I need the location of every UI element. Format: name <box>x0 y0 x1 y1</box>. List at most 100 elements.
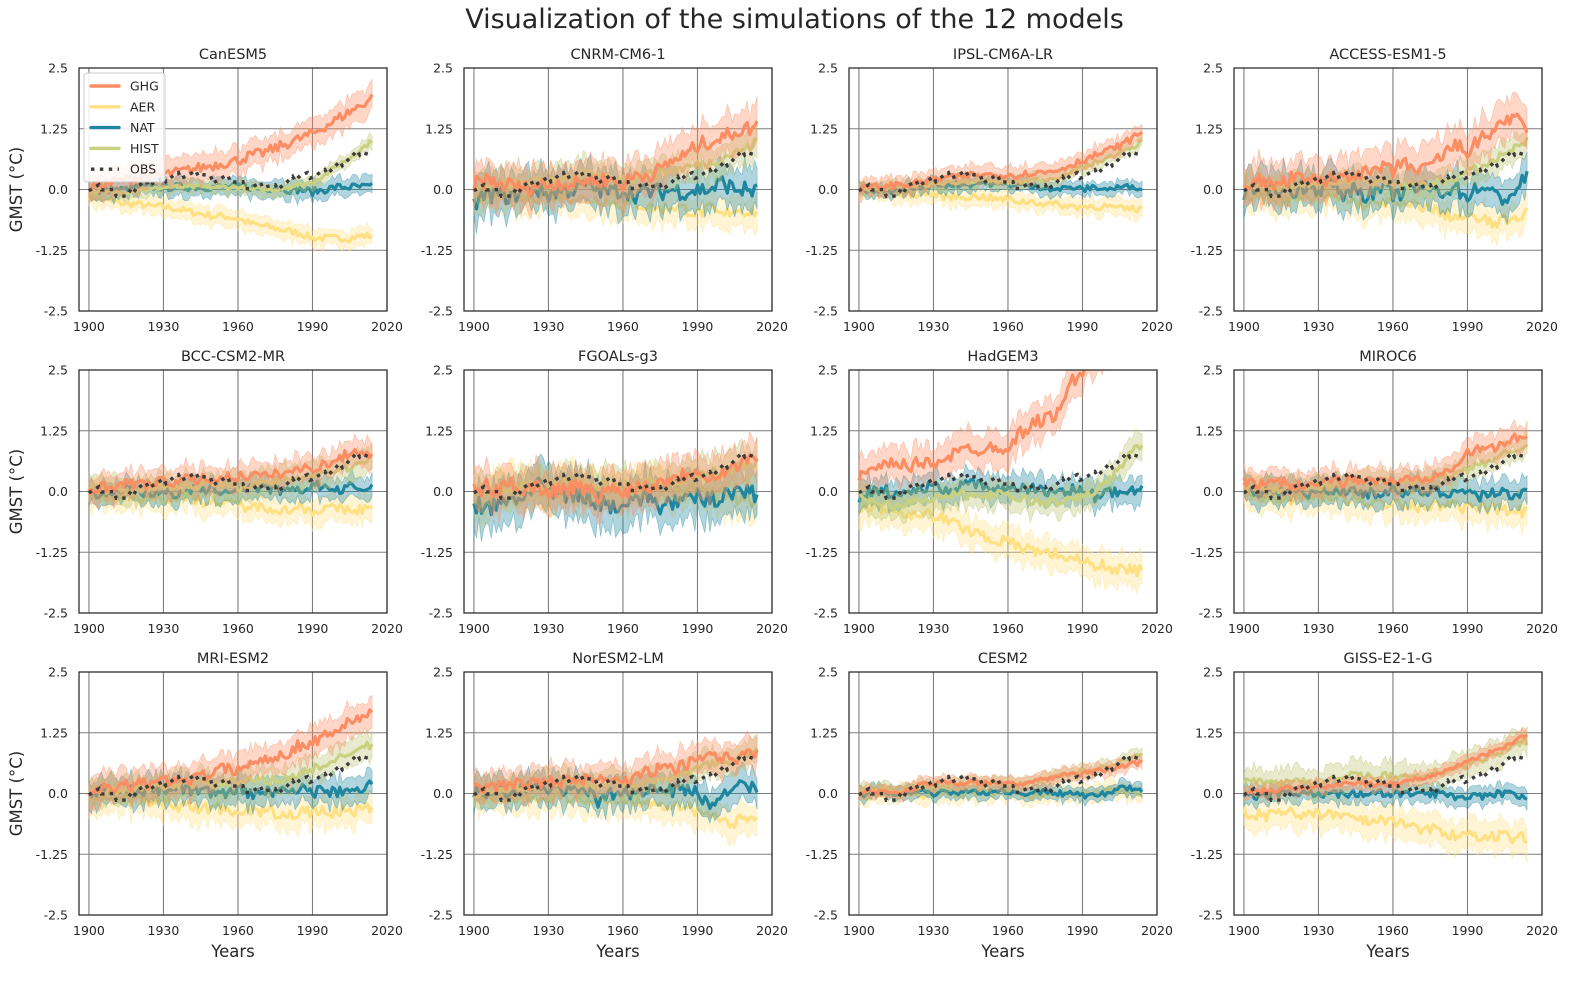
y-tick-label: -1.25 <box>421 847 453 862</box>
y-tick-label: 1.25 <box>40 725 68 740</box>
x-tick-label: 1960 <box>222 923 254 938</box>
line-aer <box>87 487 373 517</box>
y-tick-label: 2.5 <box>48 665 68 680</box>
line-obs <box>858 449 1143 501</box>
x-tick-label: 1930 <box>148 621 180 636</box>
plot-area <box>87 695 374 839</box>
panel-cnrm-cm6-1: 1900 1930 1960 1990 2020 2.5 1.25 0.0 -1.25 -2.5 C… <box>421 47 788 334</box>
x-tick-label: 1930 <box>533 319 565 334</box>
band-ghg <box>858 123 1143 203</box>
x-tick-label: 1960 <box>1377 923 1409 938</box>
y-axis-label: GMST (°C) <box>7 147 26 232</box>
x-tick-label: 1900 <box>843 621 875 636</box>
line-obs <box>473 751 758 803</box>
x-tick-label: 1930 <box>918 621 950 636</box>
line-nat <box>472 476 759 517</box>
x-axis-label: Years <box>980 942 1025 961</box>
line-ghg <box>87 708 374 797</box>
x-tick-label: 1900 <box>458 621 490 636</box>
y-tick-label: -2.5 <box>429 908 453 923</box>
x-tick-label: 1990 <box>682 621 714 636</box>
line-obs <box>858 751 1143 803</box>
y-tick-label: -1.25 <box>36 847 68 862</box>
x-tick-label: 1960 <box>992 319 1024 334</box>
y-tick-label: 2.5 <box>818 363 838 378</box>
x-tick-label: 1930 <box>148 923 180 938</box>
y-tick-label: 2.5 <box>433 61 453 76</box>
y-tick-label: 1.25 <box>425 121 453 136</box>
line-obs <box>1243 449 1528 501</box>
line-obs <box>88 449 373 501</box>
y-tick-label: 1.25 <box>810 121 838 136</box>
line-obs <box>858 147 1143 199</box>
band-hist <box>1243 127 1528 209</box>
y-tick-label: 0.0 <box>1203 484 1223 499</box>
x-tick-label: 1900 <box>73 621 105 636</box>
line-aer <box>858 501 1144 578</box>
y-tick-label: -1.25 <box>806 243 838 258</box>
x-tick-label: 1900 <box>1228 923 1260 938</box>
y-tick-label: 0.0 <box>433 786 453 801</box>
x-tick-label: 1990 <box>682 319 714 334</box>
y-tick-label: 0.0 <box>48 182 68 197</box>
x-tick-label: 2020 <box>756 923 788 938</box>
x-tick-label: 1960 <box>222 621 254 636</box>
line-ghg <box>1243 733 1529 796</box>
y-tick-label: -1.25 <box>36 243 68 258</box>
axes-frame <box>78 369 388 614</box>
x-tick-label: 2020 <box>371 621 403 636</box>
y-tick-label: -2.5 <box>814 606 838 621</box>
y-tick-label: -1.25 <box>1191 847 1223 862</box>
x-tick-label: 1960 <box>992 923 1024 938</box>
y-tick-label: 2.5 <box>433 665 453 680</box>
figure-title: Visualization of the simulations of the … <box>465 4 1124 35</box>
line-ghg <box>858 130 1144 193</box>
x-tick-label: 1900 <box>73 923 105 938</box>
line-obs <box>473 147 758 199</box>
plot-area <box>1242 418 1529 536</box>
panel-access-esm1-5: 1900 1930 1960 1990 2020 2.5 1.25 0.0 -1.25 -2.5 A… <box>1191 47 1558 334</box>
legend-label-nat: NAT <box>130 120 155 135</box>
x-tick-label: 1990 <box>1067 319 1099 334</box>
x-tick-label: 1990 <box>1067 923 1099 938</box>
y-tick-label: -2.5 <box>814 304 838 319</box>
band-ghg <box>1243 91 1528 213</box>
panel-title: BCC-CSM2-MR <box>181 349 285 365</box>
x-tick-label: 1930 <box>533 621 565 636</box>
y-tick-label: 1.25 <box>810 725 838 740</box>
y-tick-label: 0.0 <box>1203 182 1223 197</box>
line-hist <box>858 137 1144 194</box>
legend-label-aer: AER <box>130 99 155 114</box>
x-tick-label: 1900 <box>843 319 875 334</box>
y-tick-label: -2.5 <box>1199 606 1223 621</box>
line-ghg <box>473 748 759 794</box>
x-tick-label: 1930 <box>1303 621 1335 636</box>
axes-frame <box>78 671 388 916</box>
y-tick-label: 0.0 <box>1203 786 1223 801</box>
y-tick-label: 0.0 <box>818 182 838 197</box>
panel-title: ACCESS-ESM1-5 <box>1329 47 1446 63</box>
x-tick-label: 1900 <box>458 923 490 938</box>
y-tick-label: 1.25 <box>40 121 68 136</box>
x-axis-label: Years <box>1365 942 1410 961</box>
plot-area <box>87 78 374 254</box>
x-tick-label: 2020 <box>1141 319 1173 334</box>
y-tick-label: 0.0 <box>433 182 453 197</box>
x-tick-label: 1900 <box>843 923 875 938</box>
band-ghg <box>473 430 758 526</box>
x-tick-label: 1930 <box>533 923 565 938</box>
y-tick-label: 0.0 <box>48 484 68 499</box>
plot-area <box>472 96 759 237</box>
panel-title: GISS-E2-1-G <box>1344 651 1433 667</box>
line-obs <box>473 449 758 501</box>
x-tick-label: 1960 <box>607 319 639 334</box>
band-hist <box>473 734 758 812</box>
axes-frame <box>848 369 1158 614</box>
x-tick-label: 1990 <box>1067 621 1099 636</box>
x-tick-label: 2020 <box>756 621 788 636</box>
panel-title: CESM2 <box>978 651 1028 667</box>
y-tick-label: 1.25 <box>810 423 838 438</box>
x-tick-label: 1930 <box>1303 319 1335 334</box>
panel-title: MIROC6 <box>1359 349 1417 365</box>
x-tick-label: 1990 <box>1452 923 1484 938</box>
